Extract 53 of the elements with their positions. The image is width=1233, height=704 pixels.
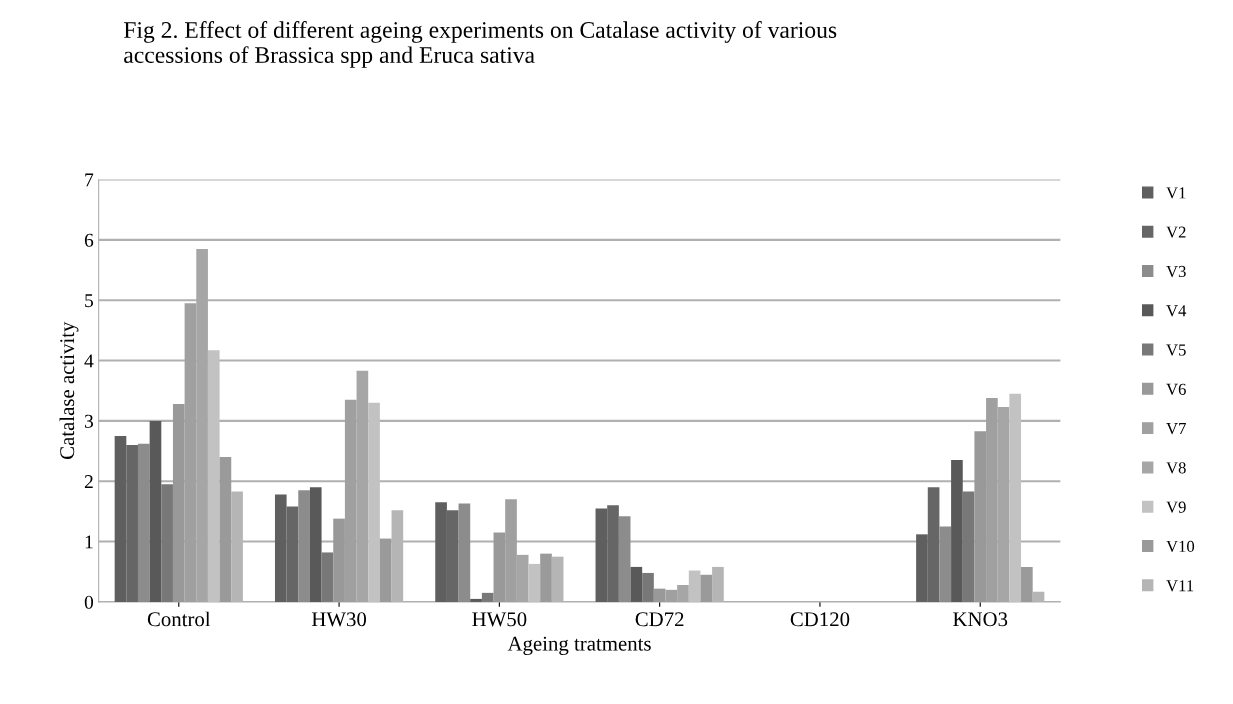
bar — [688, 570, 701, 602]
bar — [298, 490, 310, 602]
y-tick-label: 1 — [85, 535, 93, 549]
bar — [1021, 566, 1033, 602]
bar — [207, 350, 220, 602]
x-axis-title: Ageing tratments — [507, 636, 651, 655]
chart-title: Fig 2. Effect of different ageing experiments on Catalase activity of various accessions of Brassica spp and Eruca sativa — [123, 21, 837, 68]
x-tick-label: CD72 — [635, 612, 684, 627]
legend-label: V8 — [1166, 462, 1186, 474]
bar — [219, 457, 232, 602]
legend-label: V6 — [1166, 383, 1186, 395]
bar — [481, 592, 494, 602]
bar — [321, 552, 334, 602]
x-tick-label: Control — [147, 611, 211, 627]
y-axis-title: Catalase activity — [59, 321, 79, 459]
y-tick-label: 0 — [84, 595, 94, 609]
x-tick-label: HW50 — [472, 612, 527, 627]
bar — [951, 460, 963, 602]
y-tick-label: 5 — [85, 294, 94, 308]
legend-label: V1 — [1166, 187, 1186, 199]
y-tick-label: 4 — [84, 354, 94, 368]
x-tick-label: HW30 — [311, 612, 367, 627]
bar — [528, 563, 541, 602]
legend-label: V5 — [1166, 344, 1186, 356]
y-tick-label: 2 — [84, 475, 93, 488]
bar — [368, 402, 380, 602]
y-tick-label: 3 — [84, 414, 94, 428]
bar — [962, 491, 975, 602]
bar — [700, 574, 713, 602]
legend-label: V2 — [1166, 226, 1186, 238]
bar — [642, 572, 654, 602]
legend-label: V7 — [1166, 423, 1186, 435]
bar — [939, 526, 952, 602]
legend-label: V3 — [1166, 265, 1186, 278]
x-tick-label: KNO3 — [953, 612, 1008, 627]
bar — [137, 443, 150, 602]
bar — [470, 598, 482, 602]
bar — [630, 566, 643, 602]
bar — [161, 484, 173, 602]
bar — [379, 538, 392, 602]
bar — [149, 420, 162, 602]
legend-label: V9 — [1166, 501, 1186, 513]
legend-label: V10 — [1166, 540, 1195, 553]
bar — [309, 487, 322, 602]
bar — [458, 503, 471, 602]
x-tick-label: CD120 — [790, 612, 850, 627]
y-tick-label: 7 — [85, 173, 94, 187]
legend-label: V11 — [1166, 580, 1194, 592]
y-tick-label: 6 — [84, 233, 94, 247]
bar — [540, 553, 552, 602]
bar — [1009, 393, 1022, 602]
legend-label: V4 — [1166, 305, 1187, 317]
bar — [618, 516, 631, 602]
